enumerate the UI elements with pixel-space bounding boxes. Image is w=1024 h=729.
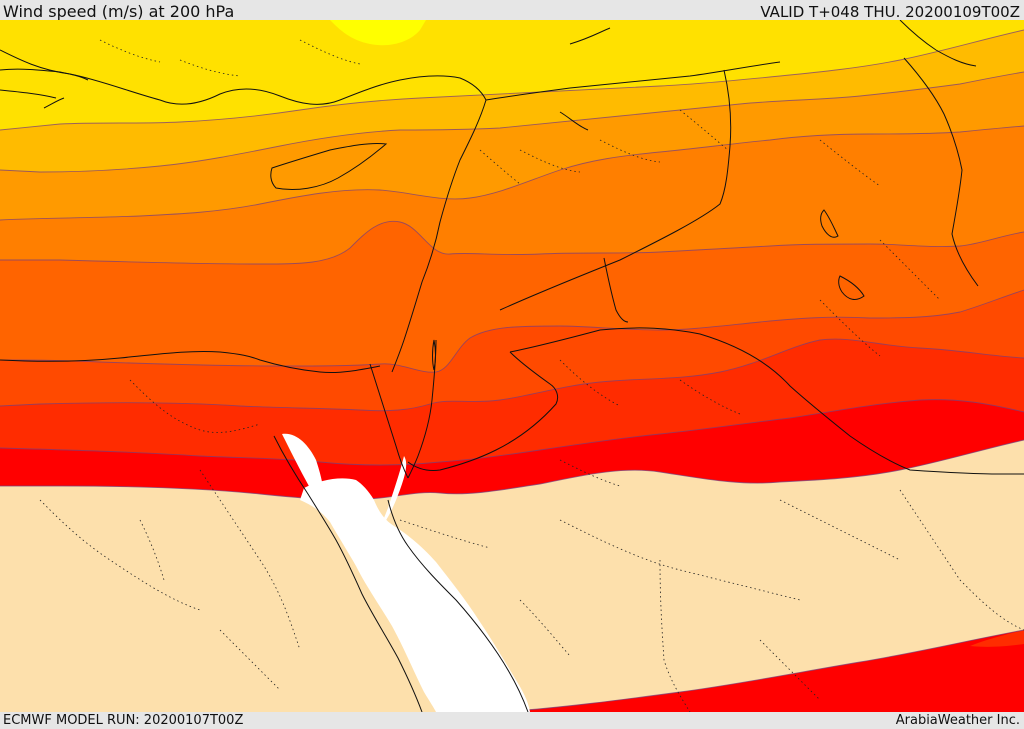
wind-band-8-south xyxy=(970,630,1024,647)
province-borders xyxy=(39,39,1024,712)
red-sea xyxy=(300,478,530,712)
wind-band-1 xyxy=(330,20,426,46)
map-title: Wind speed (m/s) at 200 hPa xyxy=(3,2,235,21)
wind-band-9-south xyxy=(500,630,1024,712)
gulf-of-suez xyxy=(282,433,324,506)
wind-speed-map xyxy=(0,20,1024,712)
header-bar: Wind speed (m/s) at 200 hPa VALID T+048 … xyxy=(0,0,1024,20)
wind-band-2 xyxy=(0,20,1024,130)
country-borders xyxy=(0,20,1024,712)
gulf-of-aqaba xyxy=(380,456,407,528)
credit-label: ArabiaWeather Inc. xyxy=(895,713,1020,728)
footer-bar: ECMWF MODEL RUN: 20200107T00Z ArabiaWeat… xyxy=(0,712,1024,729)
model-run-label: ECMWF MODEL RUN: 20200107T00Z xyxy=(3,713,244,728)
valid-time-label: VALID T+048 THU. 20200109T00Z xyxy=(760,3,1020,21)
